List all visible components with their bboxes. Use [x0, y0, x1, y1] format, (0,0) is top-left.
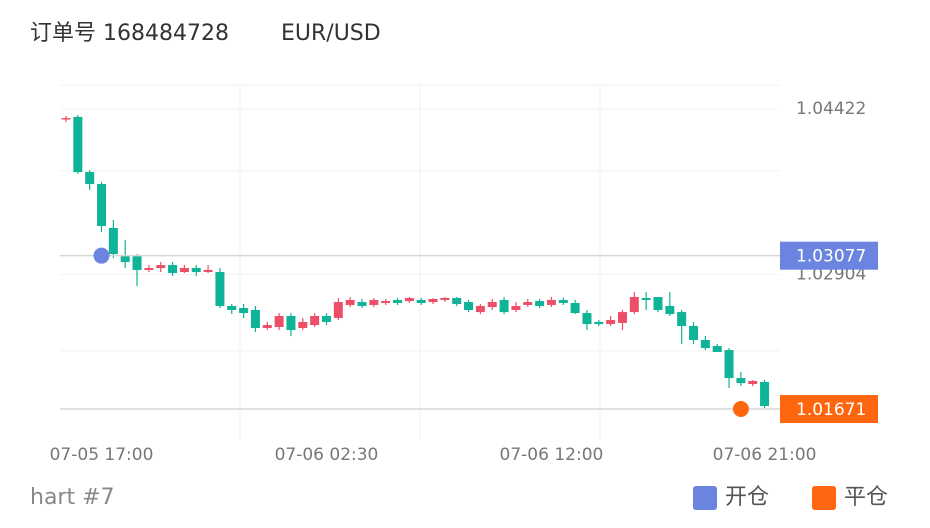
candle-body — [724, 350, 734, 379]
candle-body — [120, 255, 130, 263]
candle-body — [546, 299, 556, 305]
legend-swatch — [812, 486, 836, 510]
candle-body — [617, 312, 627, 323]
candle-body — [570, 303, 580, 314]
price-label: 1.03077 — [796, 247, 866, 267]
candle-body — [298, 321, 308, 328]
candle-body — [262, 325, 272, 328]
candle-body — [156, 265, 166, 269]
candle-body — [274, 315, 284, 328]
candle-body — [606, 320, 616, 325]
candle-body — [97, 184, 107, 227]
candle-body — [464, 302, 474, 310]
candle-body — [487, 302, 497, 308]
candle-body — [475, 305, 485, 313]
candle-body — [250, 309, 260, 328]
candle-body — [511, 305, 521, 310]
candle-body — [499, 299, 509, 313]
candle-body — [677, 312, 687, 327]
legend-label: 平仓 — [844, 485, 888, 510]
candle-body — [700, 339, 710, 349]
candle-body — [629, 297, 639, 313]
candle-body — [369, 299, 379, 305]
candle-body — [760, 381, 770, 406]
y-tick-label: 1.04422 — [796, 99, 866, 119]
candle-body — [748, 380, 758, 385]
trade-marker — [732, 401, 749, 418]
candle-body — [310, 315, 320, 326]
candle-body — [393, 299, 403, 304]
candle-body — [168, 265, 178, 274]
candle-body — [712, 345, 722, 352]
x-tick-label: 07-06 21:00 — [713, 445, 817, 465]
chart-title: 订单号 168484728 — [30, 21, 229, 46]
candle-body — [203, 269, 213, 273]
candle-body — [321, 315, 331, 322]
candle-body — [179, 268, 189, 273]
candle-body — [440, 298, 450, 300]
candle-body — [416, 299, 426, 304]
candle-body — [286, 315, 296, 331]
candle-body — [108, 227, 118, 255]
price-label-box — [780, 241, 878, 270]
candle-body — [535, 301, 545, 306]
x-tick-label: 07-05 17:00 — [50, 445, 154, 465]
candle-body — [357, 302, 367, 306]
candle-body — [665, 305, 675, 315]
candle-body — [736, 378, 746, 384]
candle-body — [144, 268, 154, 270]
candle-body — [452, 298, 462, 304]
background-grid — [60, 84, 780, 440]
candle-body — [558, 299, 568, 304]
candle-body — [132, 255, 142, 270]
chart-footer: hart #7 — [30, 485, 115, 510]
price-label-box — [780, 395, 878, 424]
x-tick-label: 07-06 12:00 — [500, 445, 604, 465]
legend-swatch — [693, 486, 717, 510]
candle-body — [523, 302, 533, 305]
trade-marker — [93, 247, 110, 264]
chart-subtitle: EUR/USD — [281, 21, 381, 46]
candle-body — [333, 302, 343, 318]
x-tick-label: 07-06 02:30 — [275, 445, 379, 465]
legend-label: 开仓 — [725, 485, 769, 510]
candle-body — [689, 326, 699, 340]
candle-body — [215, 272, 225, 306]
candle-body — [239, 308, 249, 314]
candle-body — [73, 116, 83, 173]
candle-body — [381, 301, 391, 304]
candle-body — [85, 172, 95, 185]
candle-body — [191, 268, 201, 273]
candle-body — [582, 313, 592, 325]
candle-body — [61, 118, 71, 120]
price-label: 1.01671 — [796, 400, 866, 420]
candle-body — [227, 305, 237, 310]
candle-body — [345, 299, 355, 305]
candle-body — [428, 298, 438, 303]
candle-body — [641, 298, 651, 300]
candle-body — [653, 297, 663, 310]
candle-body — [404, 298, 414, 302]
candle-body — [594, 321, 604, 325]
